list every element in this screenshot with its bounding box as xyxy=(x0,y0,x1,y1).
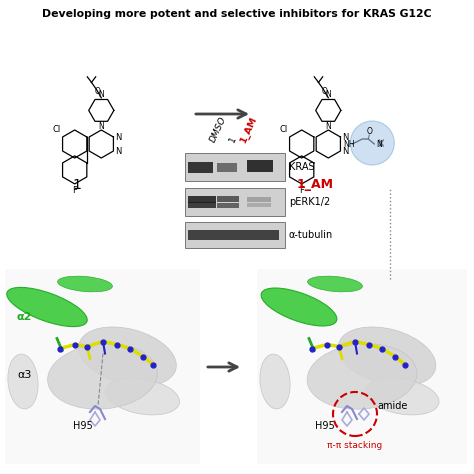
Text: 1_AM: 1_AM xyxy=(239,115,259,144)
Text: F: F xyxy=(72,186,77,195)
Bar xyxy=(247,160,273,172)
Bar xyxy=(185,188,285,216)
Text: 1: 1 xyxy=(73,178,81,191)
Text: π-π stacking: π-π stacking xyxy=(328,441,383,450)
Bar xyxy=(247,203,271,207)
Text: Cl: Cl xyxy=(52,125,61,134)
Text: H95: H95 xyxy=(315,421,335,431)
Text: N: N xyxy=(342,146,349,155)
Text: 1: 1 xyxy=(228,135,238,144)
Text: KRAS: KRAS xyxy=(289,162,315,172)
Text: 1_AM: 1_AM xyxy=(297,178,334,191)
Text: α-tubulin: α-tubulin xyxy=(289,230,333,240)
Ellipse shape xyxy=(308,276,363,292)
Text: H95: H95 xyxy=(73,421,93,431)
Ellipse shape xyxy=(105,378,180,415)
Bar xyxy=(188,162,213,173)
Ellipse shape xyxy=(47,344,157,409)
Ellipse shape xyxy=(365,378,439,415)
Ellipse shape xyxy=(307,344,417,409)
Ellipse shape xyxy=(58,276,112,292)
Text: N: N xyxy=(99,122,104,131)
Text: O: O xyxy=(95,87,100,96)
Ellipse shape xyxy=(261,288,337,326)
Text: N: N xyxy=(99,90,104,99)
Bar xyxy=(217,202,239,208)
Bar xyxy=(257,269,467,464)
Text: N: N xyxy=(326,90,331,99)
Bar xyxy=(185,222,285,248)
Bar xyxy=(247,197,271,201)
Text: DMSO: DMSO xyxy=(208,115,228,144)
Bar xyxy=(217,196,239,202)
Bar xyxy=(217,163,237,172)
Text: N: N xyxy=(376,139,382,148)
Ellipse shape xyxy=(7,287,87,327)
Ellipse shape xyxy=(8,354,38,409)
Text: Developing more potent and selective inhibitors for KRAS G12C: Developing more potent and selective inh… xyxy=(42,9,432,19)
Bar xyxy=(5,269,200,464)
Text: F: F xyxy=(299,186,304,195)
Text: NH: NH xyxy=(343,139,355,148)
Text: pERK1/2: pERK1/2 xyxy=(289,197,330,207)
Bar xyxy=(188,202,216,208)
Ellipse shape xyxy=(338,327,436,386)
Ellipse shape xyxy=(260,354,290,409)
Text: Cl: Cl xyxy=(279,125,288,134)
Text: O: O xyxy=(366,127,372,136)
Text: N: N xyxy=(326,122,331,131)
Bar xyxy=(188,230,279,240)
Text: α3: α3 xyxy=(17,370,31,380)
Ellipse shape xyxy=(79,327,176,386)
Text: O: O xyxy=(322,87,328,96)
Text: N: N xyxy=(116,146,122,155)
Circle shape xyxy=(350,121,394,165)
Text: N: N xyxy=(342,133,349,142)
Text: amide: amide xyxy=(377,401,407,411)
Bar xyxy=(188,195,216,202)
Text: N: N xyxy=(116,133,122,142)
Bar xyxy=(185,153,285,181)
Text: α2: α2 xyxy=(17,312,32,322)
